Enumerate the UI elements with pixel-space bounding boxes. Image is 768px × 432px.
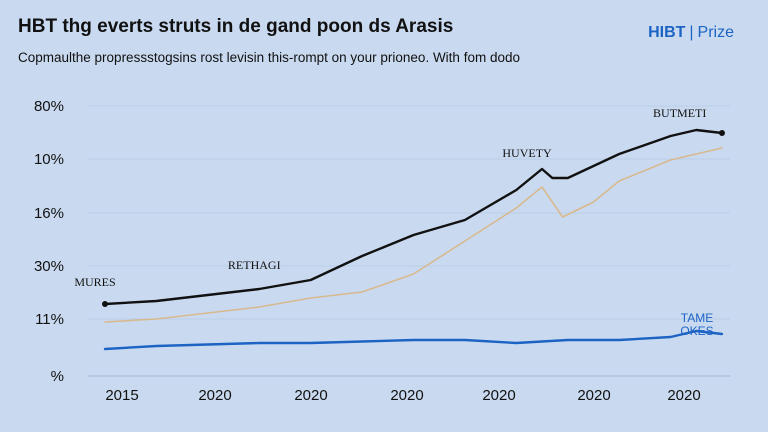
x-tick-label: 2020	[390, 387, 423, 404]
y-axis-ticks: 80% 10% 16% 30% 11%%	[34, 98, 64, 385]
series-start-marker	[102, 301, 108, 307]
brand-name: HIBT	[648, 24, 686, 41]
page-title: HBT thg everts struts in de gand poon ds…	[18, 16, 454, 37]
series-line	[103, 128, 724, 306]
chart-series	[102, 128, 725, 351]
chart-grid	[88, 105, 730, 377]
brand-divider: |	[689, 24, 694, 41]
annotation-label: HUVETY	[502, 146, 552, 160]
x-tick-label: 2015	[105, 387, 138, 404]
y-tick-label: 11%	[35, 311, 64, 328]
y-tick-label: 30%	[34, 258, 64, 275]
series-line	[103, 329, 724, 351]
page-subtitle: Copmaulthe propressstogsins rost levisin…	[18, 50, 520, 65]
brand-logo: HIBT | Prize	[648, 24, 734, 42]
annotation-label: MURES	[74, 275, 115, 289]
y-tick-label: 80%	[34, 98, 64, 115]
annotation-label: OKES	[680, 324, 713, 338]
series-end-marker	[719, 130, 725, 136]
series-line	[104, 147, 723, 323]
y-tick-label: %	[51, 368, 64, 385]
x-axis-ticks: 2015 2020 2020 2020 2020 2020 2020	[105, 387, 700, 404]
y-tick-label: 10%	[34, 151, 64, 168]
x-tick-label: 2020	[294, 387, 327, 404]
x-tick-label: 2020	[667, 387, 700, 404]
y-tick-label: 16%	[34, 205, 64, 222]
x-tick-label: 2020	[482, 387, 515, 404]
x-tick-label: 2020	[198, 387, 231, 404]
annotation-label: RETHAGI	[228, 258, 281, 272]
annotation-label: TAME	[681, 311, 713, 325]
annotation-label: BUTMETI	[653, 106, 706, 120]
x-tick-label: 2020	[577, 387, 610, 404]
brand-suffix: Prize	[697, 24, 734, 41]
